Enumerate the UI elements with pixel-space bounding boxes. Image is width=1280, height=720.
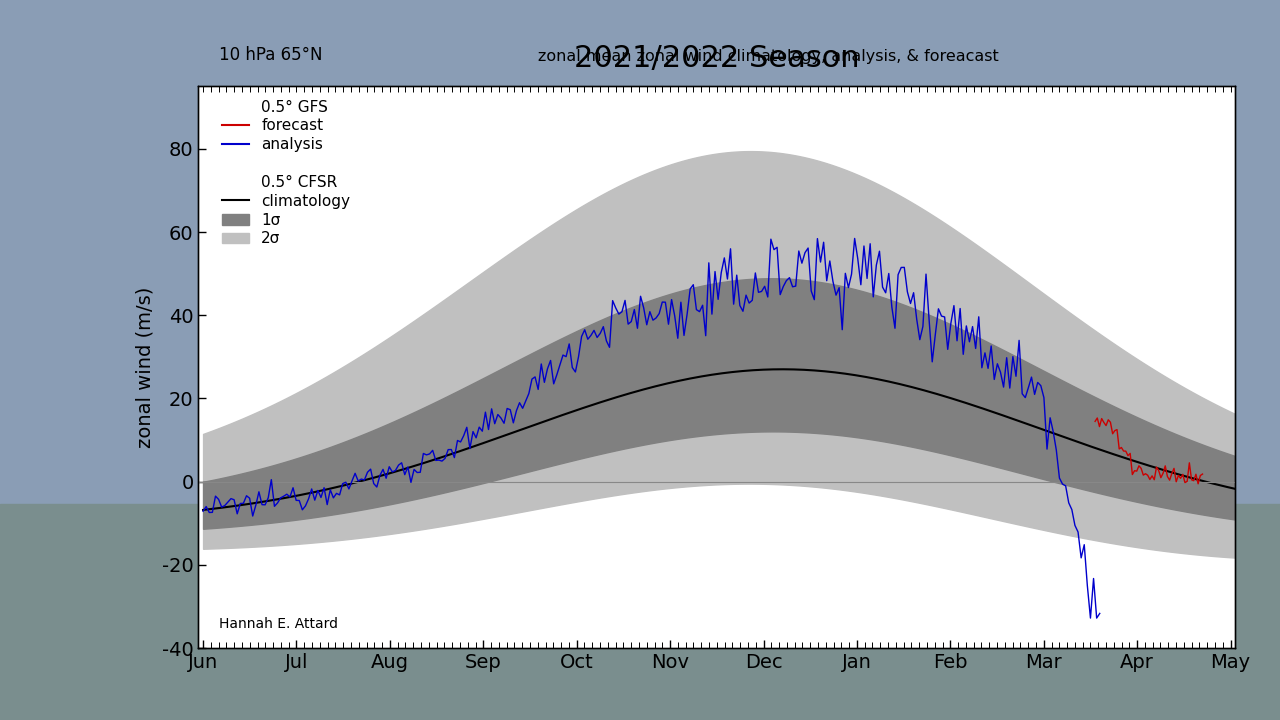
Title: 2021/2022 Season: 2021/2022 Season — [573, 44, 860, 73]
Text: Hannah E. Attard: Hannah E. Attard — [219, 617, 338, 631]
Legend: 0.5° GFS, forecast, analysis,  , 0.5° CFSR, climatology, 1σ, 2σ: 0.5° GFS, forecast, analysis, , 0.5° CFS… — [221, 99, 351, 246]
Text: 10 hPa 65°N: 10 hPa 65°N — [219, 46, 323, 64]
Text: zonal mean zonal wind climatology, analysis, & foreacast: zonal mean zonal wind climatology, analy… — [539, 49, 998, 64]
Bar — [0, 0, 1280, 504]
Y-axis label: zonal wind (m/s): zonal wind (m/s) — [136, 287, 155, 448]
Bar — [0, 504, 1280, 720]
